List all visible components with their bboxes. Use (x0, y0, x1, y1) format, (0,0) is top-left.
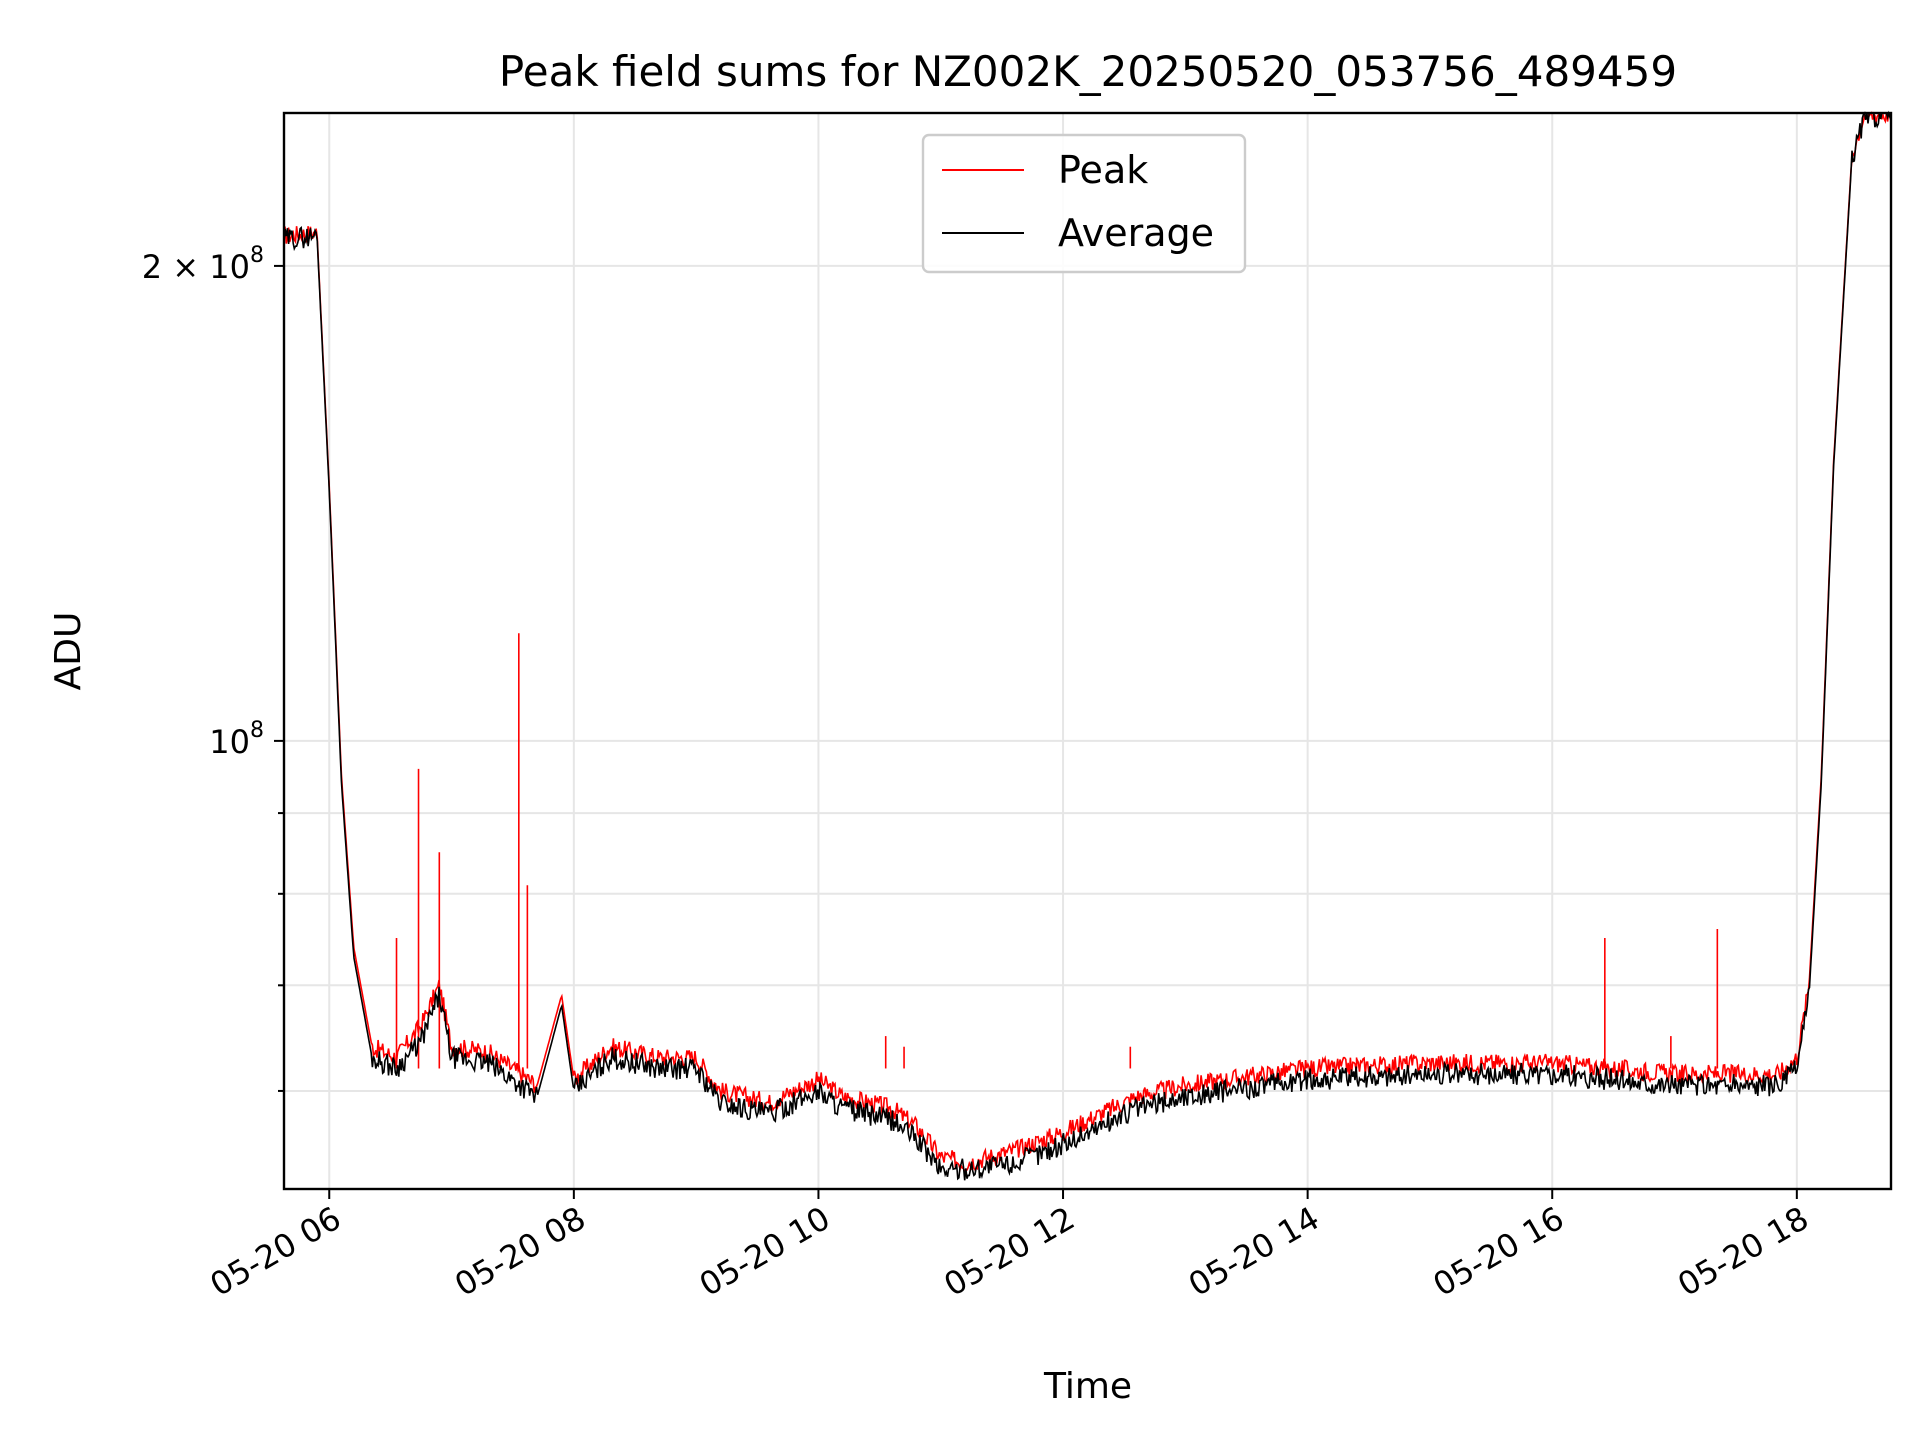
legend-average-label: Average (1058, 211, 1214, 255)
grid (284, 113, 1891, 1189)
chart-title: Peak field sums for NZ002K_20250520_0537… (499, 47, 1677, 96)
x-tick-label: 05-20 10 (693, 1199, 837, 1304)
series-lines (283, 110, 1892, 1181)
series-average-line (283, 110, 1892, 1181)
y-axis-ticks: 2 × 108 108 (142, 243, 284, 1092)
x-tick-label: 05-20 14 (1182, 1199, 1326, 1304)
x-tick-label: 05-20 12 (937, 1199, 1081, 1304)
legend-peak-label: Peak (1058, 148, 1148, 192)
legend: Peak Average (921, 133, 1247, 274)
y-tick-label: 2 × 108 (142, 243, 264, 286)
x-tick-label: 05-20 06 (204, 1199, 348, 1304)
x-tick-label: 05-20 16 (1427, 1199, 1571, 1304)
y-axis-label: ADU (48, 612, 89, 691)
y-tick-label: 108 (209, 718, 264, 761)
x-axis-ticks: 05-20 06 05-20 08 05-20 10 05-20 12 05-20 14… (204, 1189, 1815, 1304)
x-axis-label: Time (1043, 1366, 1132, 1407)
plot-frame (282, 111, 1893, 1191)
x-tick-label: 05-20 18 (1671, 1199, 1815, 1304)
x-tick-label: 05-20 08 (448, 1199, 592, 1304)
